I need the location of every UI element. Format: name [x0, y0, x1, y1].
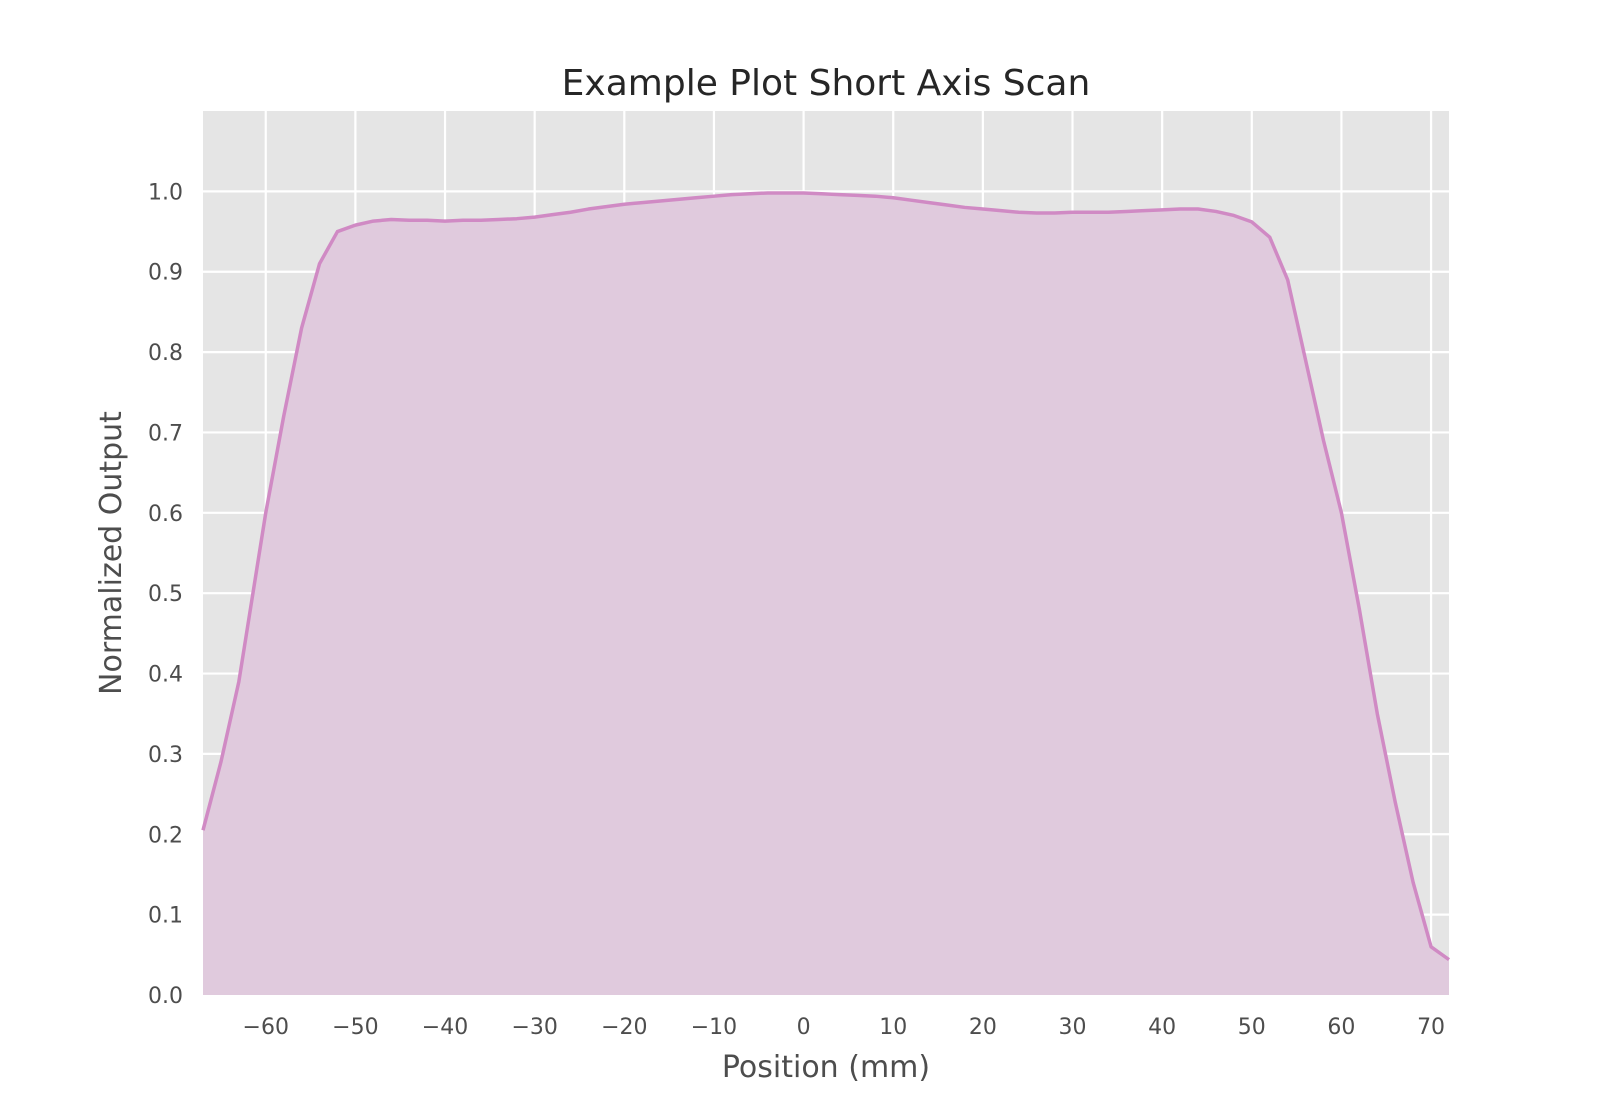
y-tick-label: 0.8 [148, 341, 183, 366]
x-tick-label: 50 [1238, 1015, 1266, 1040]
x-tick-label: −40 [422, 1015, 468, 1040]
x-tick-label: −30 [511, 1015, 557, 1040]
y-tick-label: 0.1 [148, 904, 183, 929]
x-tick-label: −60 [243, 1015, 289, 1040]
x-tick-label: 30 [1059, 1015, 1087, 1040]
data-line [201, 191, 1451, 962]
y-axis-ticks: 0.0 0.1 0.2 0.3 0.4 0.5 0.6 0.7 0.8 0.9 1.0 [148, 180, 183, 1009]
x-axis-label: Position (mm) [722, 1050, 930, 1085]
y-tick-label: 1.0 [148, 180, 183, 205]
x-tick-label: 40 [1148, 1015, 1176, 1040]
x-tick-label: 10 [879, 1015, 907, 1040]
y-axis-label: Normalized Output [94, 411, 129, 695]
x-tick-label: 20 [969, 1015, 997, 1040]
y-tick-label: 0.3 [148, 743, 183, 768]
chart-title: Example Plot Short Axis Scan [562, 63, 1091, 104]
x-tick-label: 0 [797, 1015, 811, 1040]
y-tick-label: 0.5 [148, 582, 183, 607]
y-tick-label: 0.2 [148, 823, 183, 848]
y-tick-label: 0.0 [148, 984, 183, 1009]
x-tick-label: 70 [1417, 1015, 1445, 1040]
y-tick-label: 0.6 [148, 502, 183, 527]
area-fill [203, 192, 1449, 996]
x-tick-label: −10 [691, 1015, 737, 1040]
y-tick-label: 0.9 [148, 261, 183, 286]
x-tick-label: 60 [1327, 1015, 1355, 1040]
y-tick-label: 0.7 [148, 421, 183, 446]
x-axis-ticks: −60 −50 −40 −30 −20 −10 0 10 20 30 40 50 60 70 [243, 1015, 1446, 1040]
x-tick-label: −50 [332, 1015, 378, 1040]
x-tick-label: −20 [601, 1015, 647, 1040]
y-tick-label: 0.4 [148, 663, 183, 688]
